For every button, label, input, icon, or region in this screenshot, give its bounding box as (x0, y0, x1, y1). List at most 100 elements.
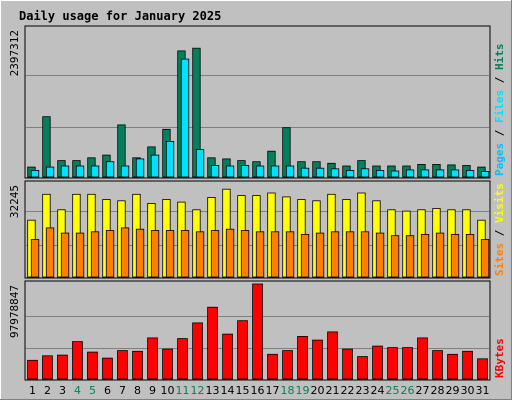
bar-sites-day-3 (60, 232, 70, 278)
bar-kbytes-day-18 (282, 350, 293, 380)
bar-kbytes-day-5 (87, 351, 98, 380)
chart-panels (24, 25, 491, 381)
x-tick-day-24: 24 (371, 384, 385, 397)
bar-kbytes-day-29 (447, 353, 458, 380)
x-tick-day-31: 31 (476, 384, 490, 397)
bar-sites-day-8 (135, 228, 145, 278)
bar-kbytes-day-22 (342, 348, 353, 380)
bar-files-day-8 (135, 158, 145, 178)
bar-files-day-12 (195, 149, 205, 178)
bar-sites-day-24 (375, 232, 385, 278)
legend-part: / (493, 70, 506, 90)
x-tick-day-27: 27 (416, 384, 430, 397)
legend-part: KBytes (493, 338, 506, 378)
x-tick-day-29: 29 (446, 384, 460, 397)
bar-files-day-23 (360, 168, 370, 178)
x-tick-day-2: 2 (44, 384, 51, 397)
bar-files-day-13 (210, 165, 220, 178)
bar-sites-day-30 (465, 233, 475, 278)
legend-part: / (493, 123, 506, 143)
bar-kbytes-day-3 (57, 354, 68, 380)
bar-sites-day-21 (330, 231, 340, 278)
x-tick-day-30: 30 (461, 384, 475, 397)
x-tick-day-26: 26 (401, 384, 415, 397)
bar-kbytes-day-17 (267, 353, 278, 380)
bar-sites-day-11 (180, 230, 190, 278)
bar-kbytes-day-26 (402, 347, 413, 380)
y-legend-hits-files-pages: Pages / Files / Hits (493, 44, 506, 177)
x-tick-day-6: 6 (104, 384, 111, 397)
legend-part: Files (493, 90, 506, 123)
y-max-label: 2397312 (8, 30, 21, 76)
x-tick-day-5: 5 (89, 384, 96, 397)
bar-sites-day-5 (90, 231, 100, 278)
bar-files-day-29 (450, 169, 460, 178)
bar-kbytes-day-11 (177, 338, 188, 380)
y-axis-labels: 2397312 Pages / Files / Hits 32245 Sites / … (8, 30, 506, 378)
bar-files-day-10 (165, 140, 175, 178)
bar-files-day-6 (105, 161, 115, 178)
bar-sites-day-17 (270, 231, 280, 278)
legend-part: Visits (493, 183, 506, 223)
x-tick-day-7: 7 (119, 384, 126, 397)
legend-part: Sites (493, 243, 506, 276)
bar-files-day-27 (420, 169, 430, 178)
bar-kbytes-day-27 (417, 337, 428, 380)
y-max-label: 32245 (8, 185, 21, 218)
bar-kbytes-day-19 (297, 335, 308, 380)
bar-files-day-28 (435, 169, 445, 178)
bar-kbytes-day-8 (132, 350, 143, 380)
bar-kbytes-day-14 (222, 333, 233, 380)
bar-kbytes-day-30 (462, 350, 473, 380)
bar-files-day-9 (150, 154, 160, 178)
bar-kbytes-day-23 (357, 356, 368, 380)
x-tick-day-19: 19 (296, 384, 310, 397)
bar-sites-day-20 (315, 232, 325, 278)
bar-files-day-30 (465, 169, 475, 178)
x-tick-day-12: 12 (191, 384, 205, 397)
x-tick-day-9: 9 (149, 384, 156, 397)
x-tick-day-10: 10 (161, 384, 175, 397)
bar-sites-day-16 (255, 231, 265, 278)
bar-files-day-18 (285, 165, 295, 178)
y-legend-visits-sites: Sites / Visits (493, 183, 506, 276)
bar-sites-day-26 (405, 235, 415, 278)
bar-files-day-17 (270, 165, 280, 178)
bar-files-day-25 (390, 170, 400, 178)
x-tick-day-15: 15 (236, 384, 250, 397)
bar-files-day-16 (255, 165, 265, 178)
bar-sites-day-29 (450, 233, 460, 278)
bar-kbytes-day-6 (102, 357, 113, 380)
x-tick-day-22: 22 (341, 384, 355, 397)
bar-files-day-24 (375, 169, 385, 178)
x-tick-day-23: 23 (356, 384, 370, 397)
bar-kbytes-day-10 (162, 348, 173, 380)
x-tick-day-25: 25 (386, 384, 400, 397)
bar-files-day-7 (120, 165, 130, 178)
bar-sites-day-13 (210, 230, 220, 278)
bar-sites-day-22 (345, 231, 355, 278)
bar-kbytes-day-20 (312, 339, 323, 380)
bar-files-day-1 (30, 169, 40, 178)
panel-visits-sites (24, 180, 491, 279)
x-tick-day-4: 4 (74, 384, 81, 397)
legend-part: Pages (493, 143, 506, 176)
bar-kbytes-day-31 (477, 358, 488, 380)
bar-sites-day-23 (360, 231, 370, 278)
x-tick-day-8: 8 (134, 384, 141, 397)
chart-title: Daily usage for January 2025 (19, 9, 221, 23)
panel-kbytes (24, 280, 491, 381)
bar-kbytes-day-2 (42, 355, 53, 380)
bar-kbytes-day-9 (147, 337, 158, 380)
bar-sites-day-4 (75, 232, 85, 278)
legend-part: Hits (493, 44, 506, 71)
x-tick-day-1: 1 (29, 384, 36, 397)
bar-kbytes-day-4 (72, 341, 83, 380)
y-max-label: 97978847 (8, 285, 21, 338)
bar-files-day-31 (480, 171, 490, 178)
bar-files-day-20 (315, 167, 325, 178)
bar-sites-day-6 (105, 230, 115, 278)
x-tick-day-13: 13 (206, 384, 220, 397)
bar-sites-day-31 (480, 239, 490, 278)
